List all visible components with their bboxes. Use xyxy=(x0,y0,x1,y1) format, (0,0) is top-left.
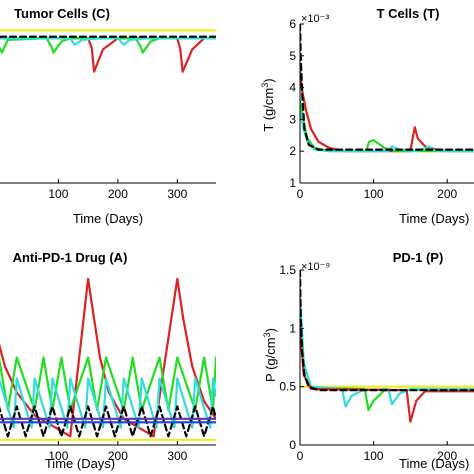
y-tick-label: 1.5 xyxy=(279,263,296,277)
y-tick-label: 2 xyxy=(289,144,296,158)
y-axis-label: P (g/cm3) xyxy=(262,328,278,382)
x-tick-label: 200 xyxy=(437,187,457,201)
x-axis-label: Time (Days) xyxy=(73,211,143,226)
y-tick-label: 1 xyxy=(289,321,296,335)
y-axis-exponent: ×10⁻⁹ xyxy=(301,261,330,273)
y-tick-label: 5 xyxy=(289,49,296,63)
axes: 100 200 300 xyxy=(0,441,216,463)
series-line-black xyxy=(0,405,216,438)
plot-area xyxy=(300,24,474,153)
x-tick-label: 300 xyxy=(167,187,187,201)
panel-t-cells: T Cells (T) ×10⁻³ T (g/cm3) 0 100 200 1 2 3 4 5… xyxy=(260,6,474,226)
series-line-green xyxy=(300,303,474,412)
series-line-red xyxy=(0,37,216,73)
panel-anti-pd1-drug: Anti-PD-1 Drug (A) 100 200 300 Time (Days) xyxy=(0,250,216,471)
y-tick-label: 6 xyxy=(289,17,296,31)
x-axis-label: Time (Days) xyxy=(399,456,469,471)
panel-title: PD-1 (P) xyxy=(393,250,444,265)
y-tick-label: 0.5 xyxy=(279,380,296,394)
x-tick-label: 0 xyxy=(297,187,304,201)
axes: 100 200 300 xyxy=(0,179,216,201)
series-line-cyan xyxy=(300,292,474,408)
panel-title: T Cells (T) xyxy=(377,6,440,21)
x-axis-label: Time (Days) xyxy=(45,456,115,471)
series-line-green xyxy=(0,37,216,54)
x-tick-label: 100 xyxy=(48,449,68,463)
axes: 0 100 200 0 0.5 1 1.5 xyxy=(279,263,474,463)
y-tick-label: 4 xyxy=(289,81,296,95)
x-tick-label: 100 xyxy=(48,187,68,201)
y-tick-label: 3 xyxy=(289,112,296,126)
panel-tumor-cells: Tumor Cells (C) 100 200 300 Time (Days) xyxy=(0,6,216,226)
plot-area xyxy=(300,270,474,423)
panel-pd1: PD-1 (P) ×10⁻⁹ P (g/cm3) 0 100 200 0 0.5 1 1.5… xyxy=(262,250,474,471)
x-tick-label: 200 xyxy=(108,449,128,463)
y-axis-exponent: ×10⁻³ xyxy=(301,13,329,25)
x-tick-label: 300 xyxy=(167,449,187,463)
plot-area xyxy=(0,277,216,441)
panel-title: Tumor Cells (C) xyxy=(14,6,110,21)
series-line-red xyxy=(300,327,474,423)
x-tick-label: 200 xyxy=(108,187,128,201)
plot-area xyxy=(0,29,216,73)
series-line-black xyxy=(300,270,474,392)
series-line-cyan xyxy=(0,377,216,429)
x-axis-label: Time (Days) xyxy=(399,211,469,226)
y-axis-label: T (g/cm3) xyxy=(260,78,276,131)
y-tick-label: 0 xyxy=(289,438,296,452)
series-line-black xyxy=(300,24,474,151)
x-tick-label: 200 xyxy=(437,449,457,463)
series-line-cyan xyxy=(0,37,216,46)
series-line-red xyxy=(300,70,474,153)
panel-title: Anti-PD-1 Drug (A) xyxy=(13,250,128,265)
x-tick-label: 100 xyxy=(364,187,384,201)
x-tick-label: 100 xyxy=(364,449,384,463)
series-line-green xyxy=(300,99,474,153)
axes: 0 100 200 1 2 3 4 5 6 xyxy=(289,17,474,201)
y-tick-label: 1 xyxy=(289,176,296,190)
x-tick-label: 0 xyxy=(297,449,304,463)
series-line-green xyxy=(0,356,216,412)
